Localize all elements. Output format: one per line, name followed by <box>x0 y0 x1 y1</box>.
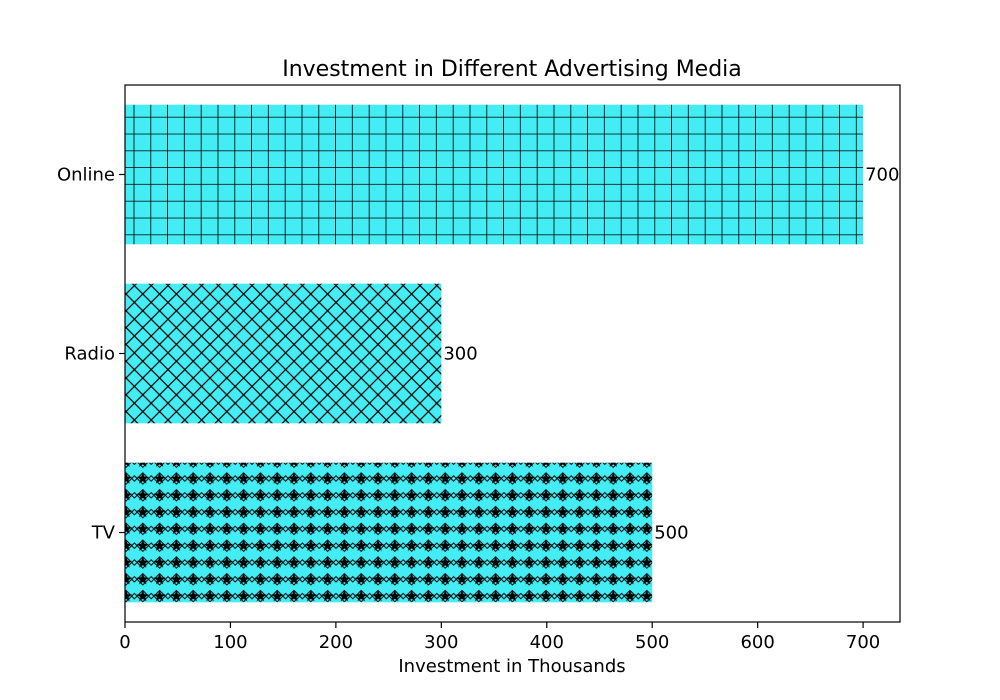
x-tick-label: 0 <box>119 632 130 653</box>
bars-layer: 500 300 700 <box>125 104 899 603</box>
bar-online <box>125 104 864 245</box>
y-axis: TV Radio Online <box>57 165 125 544</box>
y-tick-label-tv: TV <box>91 523 116 544</box>
y-tick-label-radio: Radio <box>64 344 115 365</box>
value-label-radio: 300 <box>443 344 477 365</box>
x-tick-label: 700 <box>846 632 880 653</box>
value-label-online: 700 <box>865 165 899 186</box>
x-tick-label: 600 <box>740 632 774 653</box>
x-tick-label: 400 <box>530 632 564 653</box>
bar-tv <box>125 462 653 603</box>
x-tick-label: 100 <box>213 632 247 653</box>
value-label-tv: 500 <box>654 523 688 544</box>
chart-title: Investment in Different Advertising Medi… <box>282 57 742 82</box>
x-tick-label: 200 <box>319 632 353 653</box>
bar-radio <box>125 283 442 424</box>
y-tick-label-online: Online <box>57 165 115 186</box>
x-tick-label: 500 <box>635 632 669 653</box>
x-tick-label: 300 <box>424 632 458 653</box>
x-axis: 0 100 200 300 400 500 600 700 <box>119 622 880 653</box>
x-axis-label: Investment in Thousands <box>398 656 625 677</box>
